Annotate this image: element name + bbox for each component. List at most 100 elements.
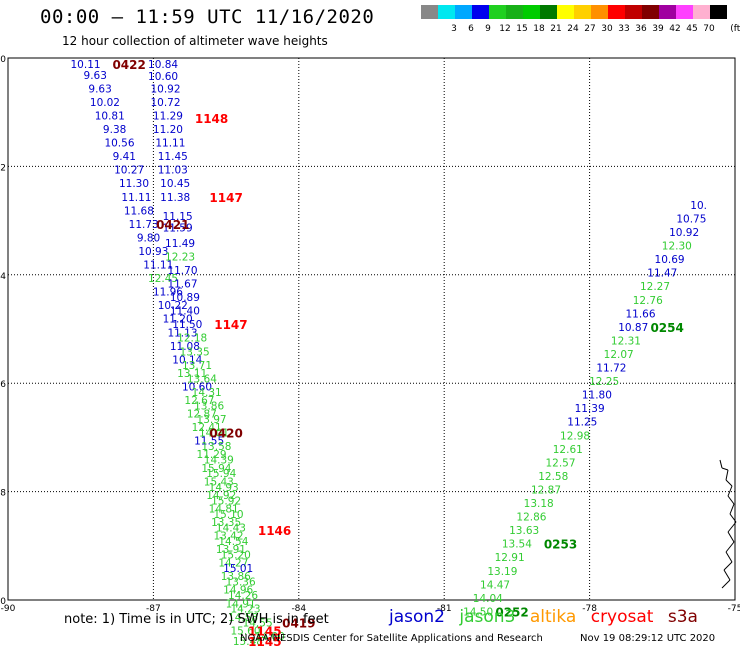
coastline-segment <box>727 485 733 497</box>
wave-height-label: 10.60 <box>148 71 178 83</box>
wave-height-label: 13.11 <box>177 368 207 380</box>
legend-label: 36 <box>635 24 647 34</box>
legend-swatch <box>574 5 591 19</box>
legend-swatch <box>676 5 693 19</box>
coastline-segment <box>725 469 729 481</box>
legend-label: 70 <box>703 24 715 34</box>
wave-height-label: 15.43 <box>204 476 234 488</box>
wave-height-label: 14.81 <box>209 503 239 515</box>
pass-time-label: 0422 <box>112 58 145 72</box>
wave-height-label: 12.31 <box>611 335 641 347</box>
wave-height-label: 15.20 <box>221 550 251 562</box>
wave-height-label: 10.11 <box>71 59 101 71</box>
coastline-segment <box>729 503 735 515</box>
wave-height-label: 10.60 <box>182 381 212 393</box>
wave-height-label: 12.61 <box>553 444 583 456</box>
wave-height-label: 11.11 <box>143 260 173 272</box>
wave-height-label: 12.30 <box>662 241 692 253</box>
wave-height-label: 14.26 <box>228 590 258 602</box>
wave-height-label: 12.41 <box>192 422 222 434</box>
legend-label: 15 <box>516 24 528 34</box>
lat-tick-label: 44 <box>0 272 6 282</box>
pass-time-label: 0419 <box>282 616 315 630</box>
wave-height-label: 9.63 <box>88 83 111 95</box>
legend-swatch <box>557 5 574 19</box>
wave-height-label: 11.49 <box>165 238 195 250</box>
wave-height-label: 14.96 <box>223 585 253 597</box>
wave-height-label: 11.11 <box>155 138 185 150</box>
lat-tick-label: 42 <box>0 163 6 173</box>
legend-swatch <box>608 5 625 19</box>
sat-label-jason3: jason3 <box>459 607 516 627</box>
wave-height-label: 12.87 <box>187 409 217 421</box>
wave-height-label: 11.40 <box>170 306 200 318</box>
wave-height-label: 12.76 <box>633 295 663 307</box>
pass-time-label: 1148 <box>195 112 228 126</box>
lon-tick-label: -81 <box>437 604 452 614</box>
wave-height-label: 12.57 <box>545 457 575 469</box>
wave-height-label: 10.14 <box>172 354 202 366</box>
wave-height-label: 11.73 <box>129 219 159 231</box>
wave-height-label: 11.39 <box>575 403 605 415</box>
wave-height-label: 11.72 <box>596 363 626 375</box>
wave-height-label: 11.20 <box>163 314 193 326</box>
legend-swatch <box>523 5 540 19</box>
legend-unit: (ft) <box>730 24 740 34</box>
wave-height-label: 11.96 <box>153 287 183 299</box>
wave-height-label: 12.98 <box>560 430 590 442</box>
wave-height-label: 12.45 <box>148 273 178 285</box>
wave-height-label: 13.35 <box>180 346 210 358</box>
wave-height-label: 11.03 <box>158 165 188 177</box>
wave-height-label: 15.94 <box>206 468 236 480</box>
wave-height-label: 9.41 <box>113 151 136 163</box>
coastline-segment <box>723 561 733 571</box>
wave-height-label: 15.10 <box>213 509 243 521</box>
lon-tick-label: -90 <box>1 604 16 614</box>
legend-label: 3 <box>451 24 457 34</box>
wave-height-label: 10.92 <box>150 83 180 95</box>
wave-height-label: 12.25 <box>589 376 619 388</box>
wave-height-label: 14.54 <box>218 536 248 548</box>
coastline-segment <box>729 513 737 523</box>
coastline-segment <box>723 569 731 581</box>
pass-time-label: 1147 <box>209 191 242 205</box>
lon-tick-label: -75 <box>728 604 740 614</box>
legend-swatch <box>693 5 710 19</box>
wave-height-label: 11.66 <box>625 308 655 320</box>
pass-time-label: 1145 <box>248 635 281 649</box>
legend-swatch <box>421 5 438 19</box>
wave-height-label: 12.58 <box>538 471 568 483</box>
legend-swatch <box>472 5 489 19</box>
wave-height-label: 15.01 <box>223 563 253 575</box>
wave-height-label: 13.86 <box>194 400 224 412</box>
pass-time-label: 0421 <box>156 218 189 232</box>
wave-height-label: 10.75 <box>676 213 706 225</box>
wave-height-label: 12.23 <box>165 251 195 263</box>
wave-height-label: 11.30 <box>119 178 149 190</box>
coastline-segment <box>727 531 735 543</box>
coastline-segment <box>721 467 729 471</box>
wave-height-label: 11.67 <box>167 279 197 291</box>
wave-height-label: 15.48 <box>233 636 263 648</box>
wave-height-label: 13.97 <box>197 414 227 426</box>
wave-height-label: 13.18 <box>524 498 554 510</box>
wave-height-label: 14.01 <box>199 428 229 440</box>
wave-height-label: 11.20 <box>153 124 183 136</box>
wave-height-label: 13.58 <box>201 441 231 453</box>
legend-swatch <box>506 5 523 19</box>
pass-time-label: 1147 <box>214 318 247 332</box>
wave-height-label: 14.91 <box>226 598 256 610</box>
wave-height-label: 13.63 <box>509 525 539 537</box>
wave-height-label: 14.58 <box>228 612 258 624</box>
wave-height-label: 10.72 <box>150 97 180 109</box>
wave-height-label: 12.27 <box>640 281 670 293</box>
wave-height-label: 11.13 <box>167 327 197 339</box>
wave-height-label: 13.64 <box>187 373 217 385</box>
legend-swatch <box>455 5 472 19</box>
legend-label: 18 <box>533 24 545 34</box>
pass-time-label: 0254 <box>650 321 683 335</box>
pass-time-label: 0253 <box>544 538 577 552</box>
wave-height-label: 10.45 <box>160 178 190 190</box>
wave-height-label: 11.11 <box>121 192 151 204</box>
coastline-segment <box>725 479 733 487</box>
